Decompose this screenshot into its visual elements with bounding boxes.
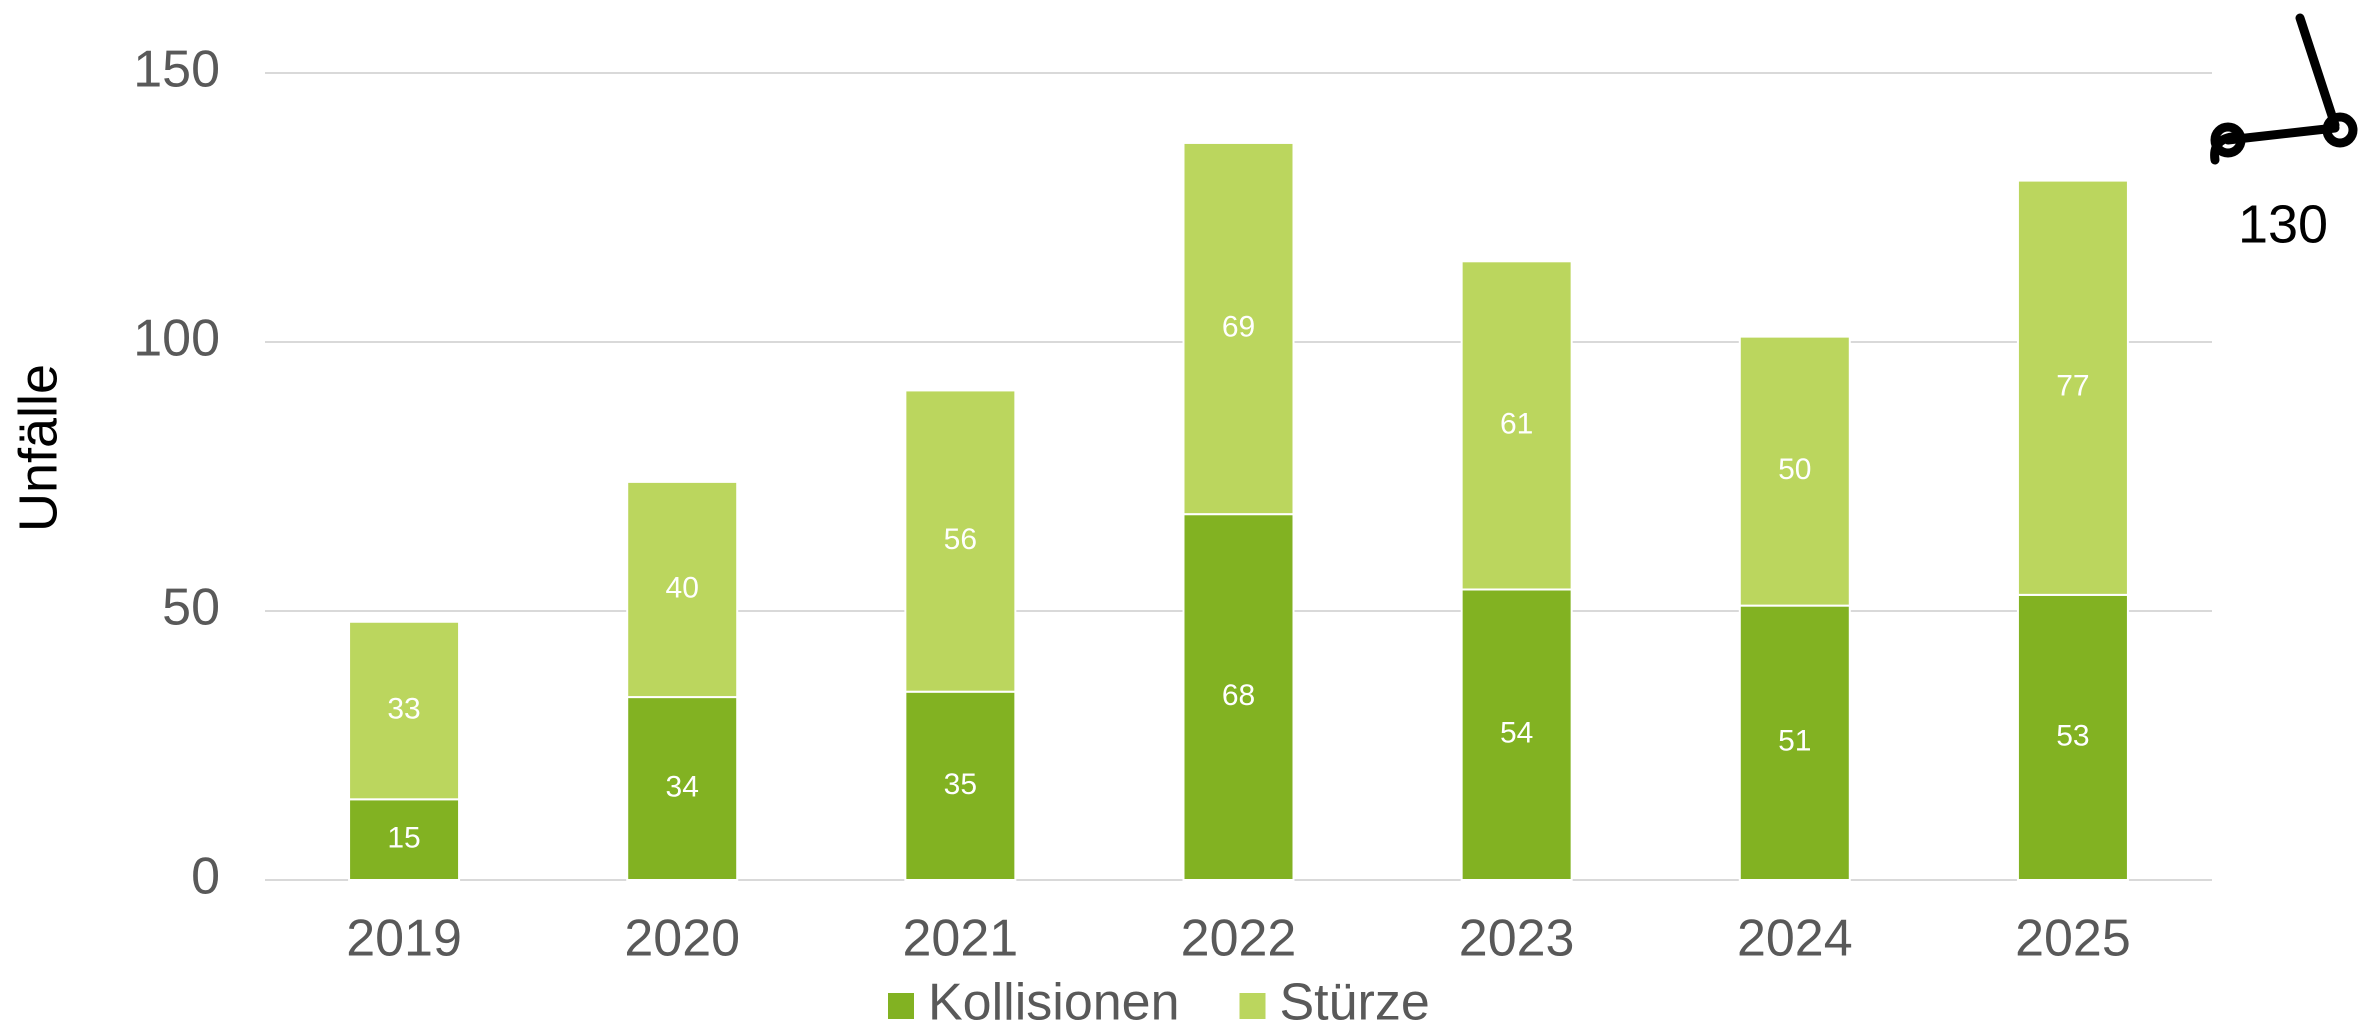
x-tick-label: 2022 [1181, 910, 1297, 968]
data-label: 56 [944, 523, 977, 556]
x-tick-label: 2023 [1459, 910, 1575, 968]
data-label: 51 [1778, 725, 1811, 758]
bar-segment [1182, 513, 1295, 881]
data-label: 34 [666, 770, 699, 803]
bar-segment [626, 696, 739, 882]
data-label: 35 [944, 768, 977, 801]
x-tick-label: 2021 [903, 910, 1019, 968]
bar-segment [348, 620, 461, 801]
data-label: 53 [2056, 719, 2089, 752]
y-tick-label: 0 [191, 848, 220, 906]
bar-segment [1738, 335, 1851, 607]
data-label: 69 [1222, 310, 1255, 343]
data-label: 15 [387, 822, 420, 855]
legend-label: Kollisionen [928, 974, 1180, 1028]
data-label: 33 [387, 692, 420, 725]
legend-swatch [1239, 993, 1266, 1019]
x-tick-label: 2019 [346, 910, 462, 968]
y-tick-label: 50 [162, 579, 220, 637]
legend-swatch [888, 993, 914, 1019]
bar-segment [626, 480, 739, 699]
bar-segment [1738, 604, 1851, 881]
annotation: 130 [2238, 194, 2328, 254]
x-tick-label: 2020 [624, 910, 740, 968]
y-tick-label: 150 [133, 41, 220, 99]
data-label: 50 [1778, 453, 1811, 486]
x-tick-label: 2024 [1737, 910, 1853, 968]
bar-segment [904, 389, 1017, 693]
data-label: 61 [1500, 407, 1533, 440]
bar-segment [1460, 260, 1573, 591]
data-label: 40 [666, 571, 699, 604]
data-label: 68 [1222, 679, 1255, 712]
bar-segment [1182, 141, 1295, 516]
x-tick-label: 2025 [2015, 910, 2131, 968]
scooter-icon [2210, 13, 2358, 165]
bar-segment [2016, 179, 2129, 596]
y-axis-label: Unfälle [8, 364, 68, 532]
legend-label: Stürze [1280, 974, 1430, 1028]
data-label: 54 [1500, 717, 1533, 750]
bar-segment [904, 690, 1017, 882]
bar-segment [2016, 593, 2129, 881]
y-tick-label: 100 [133, 310, 220, 368]
data-label: 77 [2056, 370, 2089, 403]
